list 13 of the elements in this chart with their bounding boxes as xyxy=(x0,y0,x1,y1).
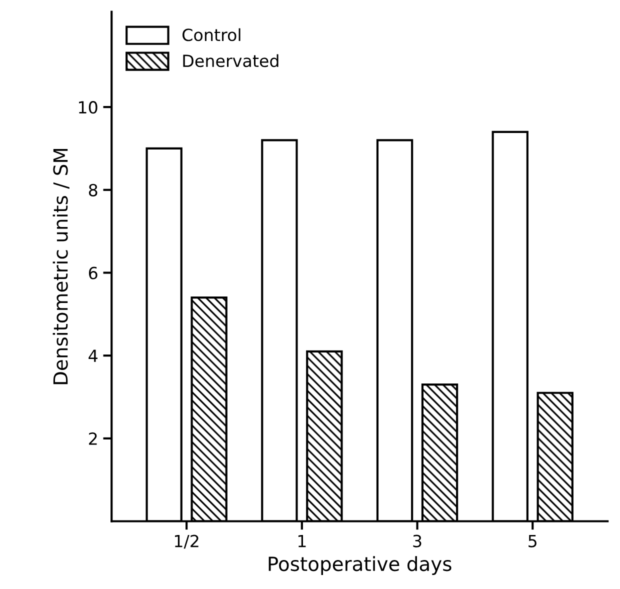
y-tick-label: 4 xyxy=(88,350,98,362)
x-axis-title: Postoperative days xyxy=(268,556,452,575)
x-tick-label: 3 xyxy=(413,534,422,548)
y-tick-label: 10 xyxy=(79,101,98,114)
legend-label: Control xyxy=(182,28,240,42)
y-tick-label: 6 xyxy=(88,266,98,280)
legend-label: Denervated xyxy=(183,54,278,68)
x-tick-label: 1 xyxy=(298,534,306,548)
y-axis-title: Densitometric units / SM xyxy=(52,148,70,384)
y-tick-label: 8 xyxy=(88,184,98,196)
x-tick-label: 5 xyxy=(528,534,536,548)
x-tick-label: 1/2 xyxy=(174,534,198,549)
y-tick-label: 2 xyxy=(89,432,97,445)
